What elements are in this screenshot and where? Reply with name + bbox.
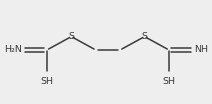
Text: SH: SH	[162, 77, 176, 86]
Text: SH: SH	[40, 77, 53, 86]
Text: H₂N: H₂N	[4, 45, 21, 54]
Text: NH: NH	[194, 45, 208, 54]
Text: S: S	[68, 32, 74, 41]
Text: S: S	[142, 32, 148, 41]
